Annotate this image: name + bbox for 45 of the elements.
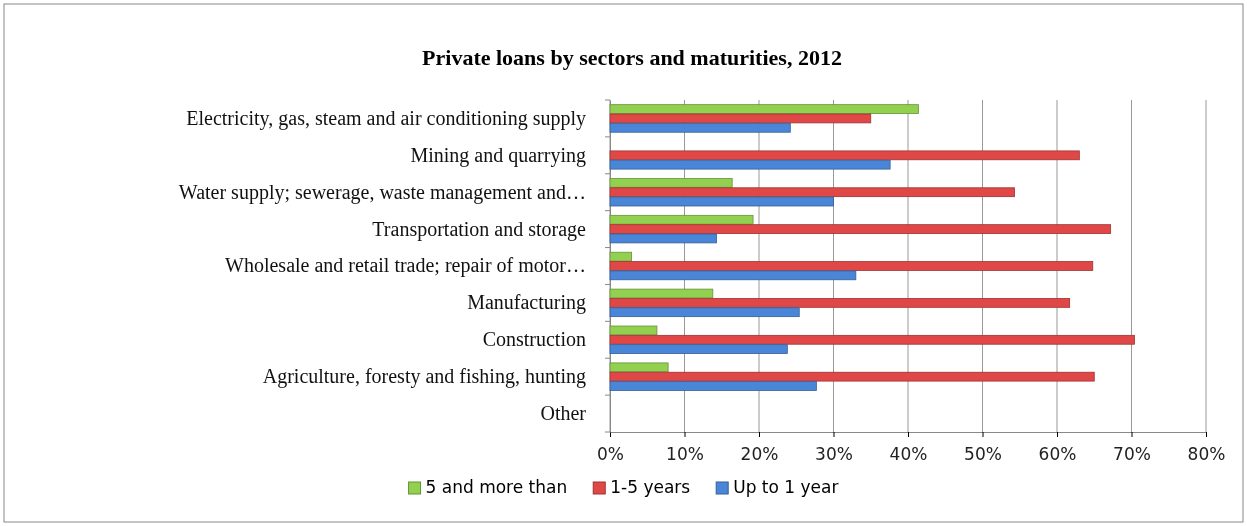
bar xyxy=(609,381,817,391)
bar xyxy=(609,150,1080,161)
bar xyxy=(609,344,788,354)
y-tick-label: Agriculture, foresty and fishing, hunting xyxy=(262,365,586,389)
y-tick-label: Mining and quarrying xyxy=(410,143,586,167)
bar xyxy=(609,362,669,373)
x-tick-label: 30% xyxy=(815,444,853,465)
x-tick-label: 0% xyxy=(597,444,624,465)
bar xyxy=(609,334,1135,345)
y-tick-label: Transportation and storage xyxy=(372,217,587,241)
y-tick-label: Other xyxy=(540,401,587,424)
bar xyxy=(609,122,791,133)
bar xyxy=(609,113,872,124)
bar xyxy=(609,325,658,336)
y-tick-label: Wholesale and retail trade; repair of motor… xyxy=(225,254,586,278)
x-tick-label: 20% xyxy=(740,444,779,465)
x-tick-label: 70% xyxy=(1113,444,1151,465)
bar xyxy=(609,224,1112,234)
legend-label: 5 and more than xyxy=(425,477,568,497)
bar xyxy=(609,288,714,299)
bar xyxy=(609,214,754,225)
y-tick-label: Construction xyxy=(482,328,586,351)
bar xyxy=(609,251,633,262)
y-tick-label: Electricity, gas, steam and air conditioning supply xyxy=(186,106,586,130)
bar xyxy=(609,298,1071,308)
bar xyxy=(609,196,834,207)
y-tick-label: Water supply; sewerage, waste management and… xyxy=(178,180,586,204)
x-tick-label: 10% xyxy=(666,444,704,465)
chart-title: Private loans by sectors and maturities, 2012 xyxy=(422,45,842,70)
x-tick-label: 50% xyxy=(964,444,1002,465)
y-tick-label: Manufacturing xyxy=(467,291,586,315)
bar xyxy=(609,178,733,188)
legend-label: Up to 1 year xyxy=(733,477,839,497)
bar xyxy=(609,159,891,170)
x-tick-label: 80% xyxy=(1187,444,1226,465)
legend-label: 1-5 years xyxy=(610,477,691,497)
bar xyxy=(609,187,1015,198)
bar xyxy=(609,233,717,244)
bar xyxy=(609,104,919,114)
x-tick-label: 60% xyxy=(1038,444,1077,465)
bar xyxy=(609,261,1094,271)
bar xyxy=(609,270,857,281)
bar xyxy=(609,307,800,318)
bar xyxy=(609,371,1095,382)
x-tick-label: 40% xyxy=(889,444,928,465)
